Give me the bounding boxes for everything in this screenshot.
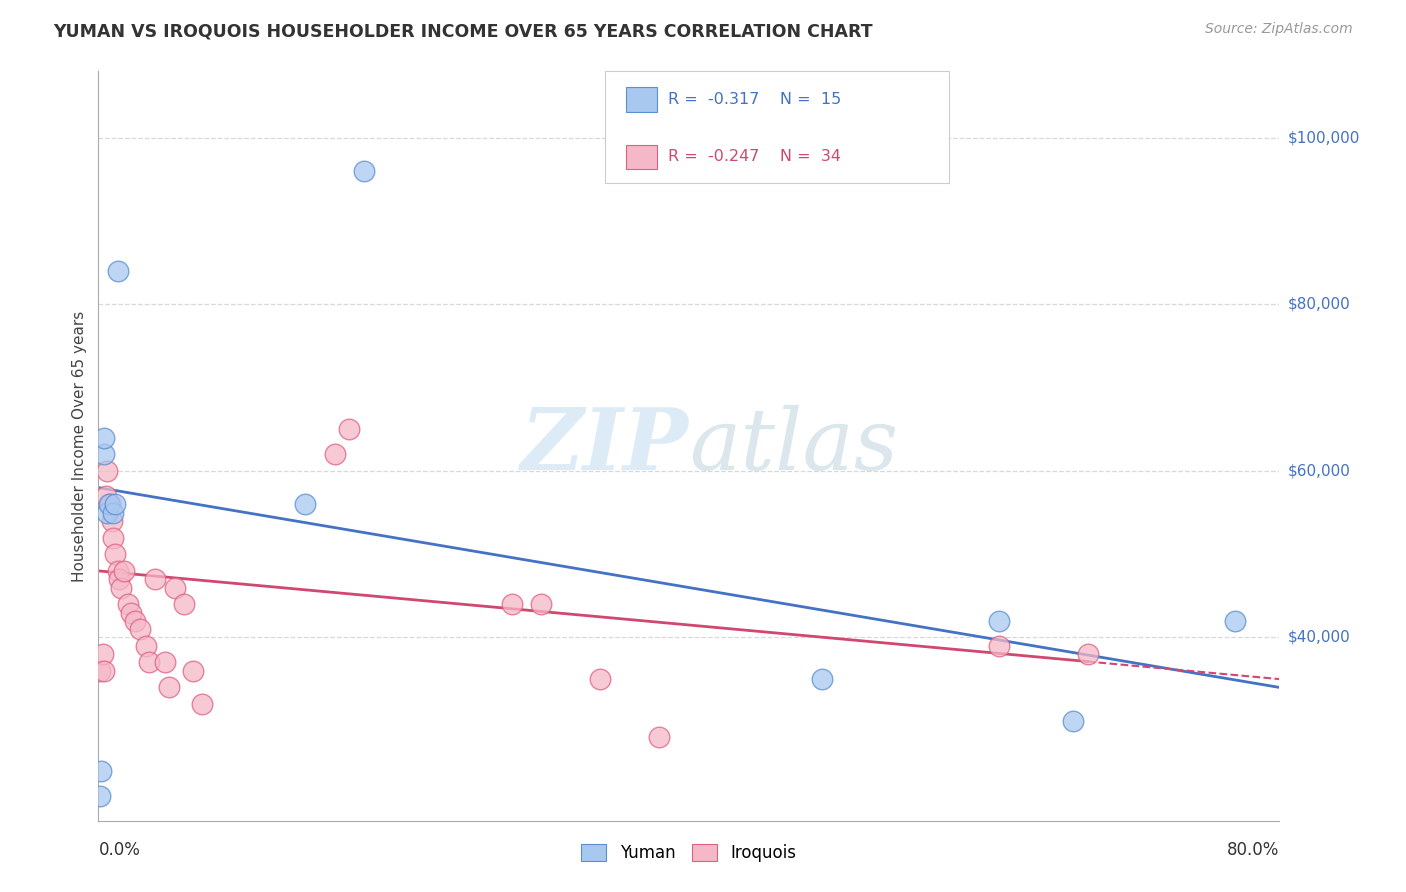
- Text: $40,000: $40,000: [1288, 630, 1351, 645]
- Point: [181, 664, 204, 678]
- Point: [1062, 714, 1084, 728]
- Text: ZIP: ZIP: [522, 404, 689, 488]
- Point: [143, 572, 166, 586]
- Point: [173, 597, 195, 611]
- Point: [501, 597, 523, 611]
- Point: [107, 264, 129, 278]
- Point: [108, 572, 131, 586]
- Point: [530, 597, 553, 611]
- Point: [103, 506, 125, 520]
- Point: [988, 614, 1011, 628]
- Point: [100, 514, 122, 528]
- Text: $60,000: $60,000: [1288, 464, 1351, 478]
- Point: [93, 664, 115, 678]
- Point: [165, 581, 187, 595]
- Point: [107, 564, 129, 578]
- Point: [93, 431, 115, 445]
- Point: [94, 489, 117, 503]
- Text: YUMAN VS IROQUOIS HOUSEHOLDER INCOME OVER 65 YEARS CORRELATION CHART: YUMAN VS IROQUOIS HOUSEHOLDER INCOME OVE…: [53, 22, 873, 40]
- Point: [135, 639, 157, 653]
- Point: [110, 581, 132, 595]
- Text: atlas: atlas: [689, 405, 898, 487]
- Point: [104, 497, 127, 511]
- Point: [353, 164, 375, 178]
- Point: [138, 656, 160, 670]
- Text: R =  -0.317    N =  15: R = -0.317 N = 15: [668, 93, 841, 107]
- Point: [294, 497, 316, 511]
- Point: [89, 664, 111, 678]
- Point: [157, 681, 180, 695]
- Text: Source: ZipAtlas.com: Source: ZipAtlas.com: [1205, 22, 1353, 37]
- Point: [323, 447, 346, 461]
- Point: [98, 497, 121, 511]
- Legend: Yuman, Iroquois: Yuman, Iroquois: [575, 837, 803, 869]
- Point: [90, 764, 112, 778]
- Text: 0.0%: 0.0%: [98, 841, 141, 860]
- Point: [648, 731, 671, 745]
- Point: [1077, 647, 1099, 661]
- Point: [91, 647, 114, 661]
- Point: [112, 564, 135, 578]
- Point: [1225, 614, 1247, 628]
- Point: [153, 656, 176, 670]
- Point: [103, 531, 125, 545]
- Point: [124, 614, 146, 628]
- Point: [810, 672, 832, 686]
- Y-axis label: Householder Income Over 65 years: Householder Income Over 65 years: [72, 310, 87, 582]
- Point: [97, 497, 120, 511]
- Point: [191, 697, 214, 711]
- Text: 80.0%: 80.0%: [1227, 841, 1279, 860]
- Point: [589, 672, 612, 686]
- Point: [120, 606, 142, 620]
- Point: [339, 422, 361, 436]
- Point: [117, 597, 139, 611]
- Text: R =  -0.247    N =  34: R = -0.247 N = 34: [668, 150, 841, 164]
- Point: [104, 547, 127, 561]
- Point: [93, 447, 115, 461]
- Point: [96, 506, 118, 520]
- Text: $80,000: $80,000: [1288, 297, 1351, 312]
- Point: [96, 464, 118, 478]
- Point: [988, 639, 1011, 653]
- Text: $100,000: $100,000: [1288, 130, 1360, 145]
- Point: [89, 789, 111, 803]
- Point: [128, 622, 150, 636]
